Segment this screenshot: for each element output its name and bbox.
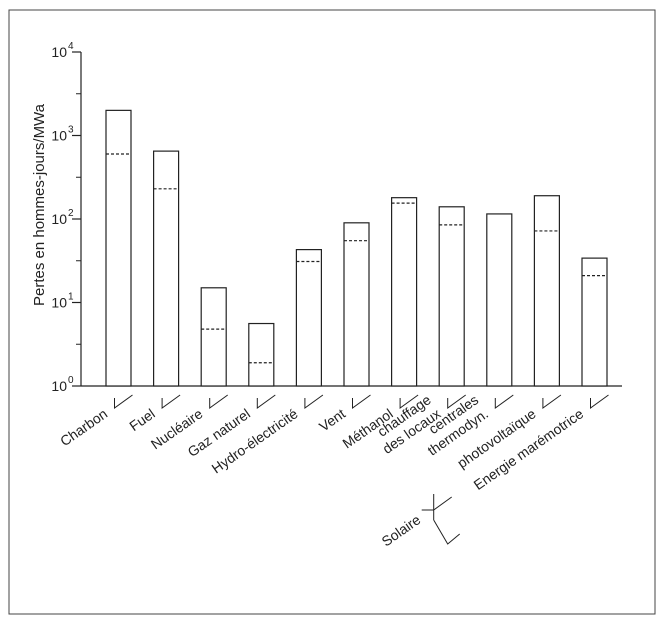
x-label-leader xyxy=(161,394,181,409)
x-tick-label-group: Fuel xyxy=(126,405,157,434)
x-tick-label: Fuel xyxy=(126,405,157,434)
x-tick-label-group: Charbon xyxy=(57,405,110,449)
x-label-leader xyxy=(447,394,466,409)
y-tick-label: 10 xyxy=(51,128,67,144)
bar xyxy=(533,195,561,387)
x-tick-label-group: Vent xyxy=(316,405,348,434)
bar xyxy=(438,206,465,387)
bar xyxy=(200,287,227,387)
bar xyxy=(581,257,608,387)
x-label-leader xyxy=(256,394,276,409)
y-tick-label-exponent: 3 xyxy=(68,125,74,136)
x-label-leader xyxy=(304,394,324,409)
chart-border xyxy=(8,9,656,615)
bar xyxy=(105,109,132,387)
x-label-leader xyxy=(399,394,419,409)
y-tick-label: 10 xyxy=(51,44,67,60)
bar xyxy=(248,322,275,387)
y-tick-label: 10 xyxy=(51,211,67,227)
x-label-leader xyxy=(494,394,514,409)
y-tick-label-exponent: 2 xyxy=(68,208,74,219)
y-tick-label: 10 xyxy=(51,378,67,394)
x-label-leader xyxy=(352,394,371,409)
bar xyxy=(486,213,513,387)
solaire-bracket: Solaire xyxy=(379,494,461,549)
y-minor-ticks xyxy=(76,93,81,345)
solaire-label: Solaire xyxy=(379,511,424,549)
x-label-leader xyxy=(542,394,562,409)
bar xyxy=(391,197,418,387)
x-tick-label: Vent xyxy=(316,405,348,434)
bar xyxy=(153,150,180,387)
x-tick-label-group: Hydro-électricité xyxy=(209,405,301,476)
x-label-leader xyxy=(209,394,228,409)
x-tick-label: Hydro-électricité xyxy=(209,405,301,476)
x-label-leader xyxy=(114,394,133,409)
y-tick-label-exponent: 1 xyxy=(68,292,74,303)
x-label-leader xyxy=(590,394,609,409)
y-axis-label: Pertes en hommes-jours/MWa xyxy=(31,103,48,306)
y-tick-label: 10 xyxy=(51,295,67,311)
solaire-bracket-lines xyxy=(421,494,461,545)
y-tick-label-exponent: 4 xyxy=(68,41,74,52)
x-tick-label: Charbon xyxy=(57,405,110,449)
bar xyxy=(343,222,370,387)
bar xyxy=(295,249,322,387)
y-tick-label-exponent: 0 xyxy=(68,375,74,386)
bars xyxy=(105,109,608,387)
